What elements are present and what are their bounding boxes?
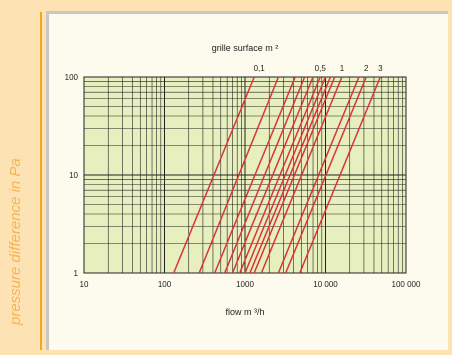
x-axis-label: flow m ³/h bbox=[225, 307, 264, 317]
grille-curve-1 bbox=[173, 76, 255, 274]
y-tick-label: 10 bbox=[69, 171, 78, 180]
x-tick-label: 10 000 bbox=[313, 280, 338, 289]
x-tick-label: 1000 bbox=[236, 280, 254, 289]
x-tick-label: 10 bbox=[80, 280, 89, 289]
y-tick-label: 1 bbox=[74, 269, 79, 278]
grille-surface-label: 1 bbox=[340, 64, 345, 73]
x-tick-label: 100 000 bbox=[392, 280, 421, 289]
chart-panel: 10 100 1000 10 000 100 000 1 10 100 0,1 0,5 1 2 3 gri… bbox=[46, 11, 448, 350]
grille-curve-10 bbox=[260, 76, 343, 274]
y-tick-label: 100 bbox=[65, 73, 79, 82]
grille-surface-label: 2 bbox=[364, 64, 369, 73]
grille-surface-label: 3 bbox=[378, 64, 383, 73]
grille-curve-8 bbox=[249, 76, 332, 274]
grille-surface-label: 0,5 bbox=[315, 64, 327, 73]
chart-title: grille surface m ² bbox=[212, 43, 279, 53]
y-axis-title: pressure difference in Pa bbox=[7, 158, 24, 326]
y-axis-side-label-svg: pressure difference in Pa bbox=[7, 158, 24, 326]
grille-curve-2 bbox=[198, 76, 280, 274]
grille-curve-13 bbox=[299, 76, 381, 274]
grille-curve-3 bbox=[214, 76, 296, 274]
grille-curve-12 bbox=[285, 76, 367, 274]
x-tick-label: 100 bbox=[158, 280, 172, 289]
grille-curve-6 bbox=[239, 76, 321, 274]
grille-curve-7 bbox=[244, 76, 327, 274]
grille-curve-4 bbox=[224, 76, 306, 274]
accent-divider-line bbox=[40, 12, 42, 350]
grille-curve-11 bbox=[277, 76, 360, 274]
grille-surface-label: 0,1 bbox=[254, 64, 266, 73]
grille-curve-5 bbox=[231, 76, 314, 274]
y-axis-side-label: pressure difference in Pa bbox=[2, 0, 32, 350]
grille-curve-9 bbox=[253, 76, 336, 274]
